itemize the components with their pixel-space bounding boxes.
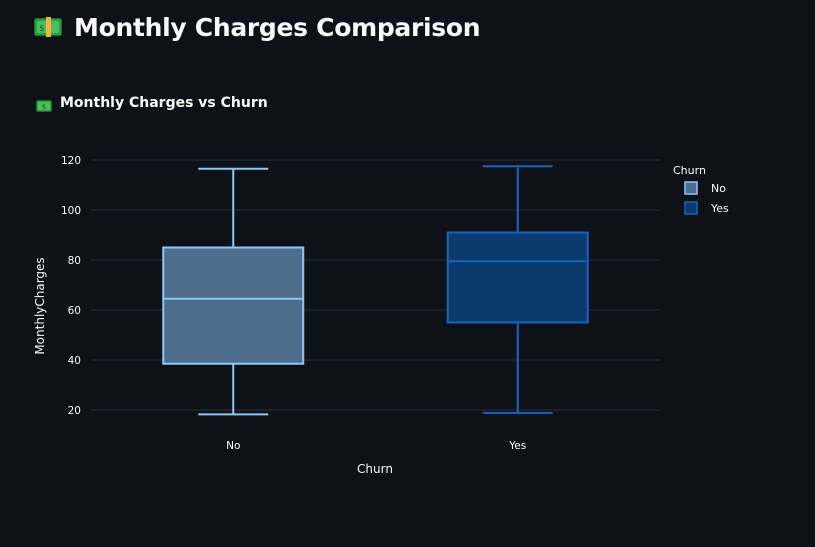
y-tick-label: 120 xyxy=(61,155,81,167)
money-banknote-icon: $ xyxy=(36,97,52,112)
chart-subheader: $ Monthly Charges vs Churn xyxy=(36,92,268,114)
legend-label: Yes xyxy=(710,202,729,215)
x-axis-label: Churn xyxy=(357,462,393,476)
x-tick-label: No xyxy=(226,440,240,452)
money-banknote-icon: $ xyxy=(34,17,62,37)
y-axis-label: MonthlyCharges xyxy=(33,257,47,354)
svg-text:$: $ xyxy=(42,103,46,111)
box-body xyxy=(162,246,305,365)
page-title: Monthly Charges Comparison xyxy=(74,12,481,42)
box-yes[interactable] xyxy=(446,165,589,414)
y-tick-label: 100 xyxy=(61,205,81,217)
x-tick-label: Yes xyxy=(508,440,526,452)
legend-swatch xyxy=(684,201,698,215)
legend-item-no[interactable]: No xyxy=(684,181,726,195)
y-tick-label: 60 xyxy=(68,305,81,317)
chart-svg: 20 40 60 80 100 120 No Yes MonthlyCharges Chur… xyxy=(33,155,729,476)
svg-text:$: $ xyxy=(39,24,45,34)
box-plots xyxy=(162,165,589,416)
page-header: $ Monthly Charges Comparison xyxy=(34,8,481,46)
chart-title: Monthly Charges vs Churn xyxy=(60,95,268,111)
box-plot-chart[interactable]: 20 40 60 80 100 120 No Yes MonthlyCharges Chur… xyxy=(0,140,815,500)
y-tick-label: 40 xyxy=(68,355,81,367)
y-tick-label: 80 xyxy=(68,255,81,267)
box-body xyxy=(446,231,589,324)
legend-label: No xyxy=(711,182,726,195)
x-axis-ticks: No Yes xyxy=(226,440,526,452)
legend-item-yes[interactable]: Yes xyxy=(684,201,729,215)
legend[interactable]: Churn No Yes xyxy=(673,164,729,215)
y-axis-ticks: 20 40 60 80 100 120 xyxy=(61,155,81,417)
box-no[interactable] xyxy=(162,167,305,416)
legend-title: Churn xyxy=(673,164,706,177)
legend-swatch xyxy=(684,181,698,195)
y-tick-label: 20 xyxy=(68,405,81,417)
